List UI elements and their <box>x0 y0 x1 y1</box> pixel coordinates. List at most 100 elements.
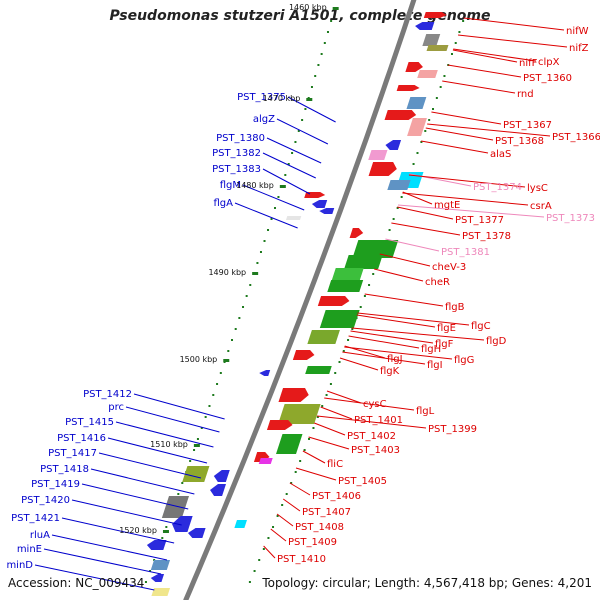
minor-tick <box>412 163 415 165</box>
gene-label: minE <box>17 544 42 555</box>
gene-label: PST_1402 <box>347 431 396 442</box>
gene-feature <box>344 255 383 269</box>
leader-line <box>262 168 311 195</box>
leader-line <box>324 397 415 411</box>
minor-tick <box>363 295 366 297</box>
minor-tick <box>249 284 252 286</box>
gene-label: prc <box>108 402 124 413</box>
gene-feature <box>311 200 328 208</box>
gene-feature <box>146 540 167 550</box>
leader-line <box>397 204 545 218</box>
gene-label: flgE <box>437 323 456 334</box>
minor-tick <box>181 482 184 484</box>
leader-line <box>402 192 529 206</box>
accession-text: Accession: NC_009434 <box>8 576 145 590</box>
gene-feature <box>352 240 399 258</box>
minor-tick <box>321 405 324 407</box>
minor-tick <box>299 460 302 462</box>
gene-feature <box>422 34 441 46</box>
feature-track <box>146 12 449 596</box>
kbp-label: 1500 kbp <box>180 355 218 364</box>
gene-feature <box>278 404 321 424</box>
leader-line <box>71 499 182 526</box>
leader-line <box>344 345 386 359</box>
gene-label: flgH <box>421 344 441 355</box>
minor-tick <box>368 284 371 286</box>
gene-label: PST_1410 <box>277 554 326 565</box>
leader-line <box>447 64 522 78</box>
gene-feature <box>151 588 171 596</box>
gene-label: nifF <box>519 58 538 69</box>
kbp-labels: 1460 kbp 1470 kbp 1480 kbp 1490 kbp 1500 kbp… <box>119 3 326 535</box>
gene-label: PST_1406 <box>312 491 361 502</box>
kbp-label: 1510 kbp <box>150 440 188 449</box>
leader-line <box>457 34 568 48</box>
gene-feature <box>407 118 427 136</box>
gene-label: cheV-3 <box>432 262 466 273</box>
minor-tick <box>330 20 333 22</box>
leader-line <box>276 118 329 145</box>
leader-line <box>61 517 175 544</box>
minor-tick <box>334 372 337 374</box>
minor-tick <box>285 493 288 495</box>
gene-feature <box>327 280 364 292</box>
gene-feature <box>406 97 427 109</box>
gene-feature <box>276 434 303 454</box>
minor-tick <box>262 548 265 550</box>
leader-line <box>408 174 526 188</box>
leader-line <box>348 335 420 349</box>
gene-label: PST_1373 <box>546 213 595 224</box>
minor-tick <box>320 53 323 55</box>
leader-line <box>374 268 424 282</box>
leader-line <box>379 253 431 267</box>
gene-label: PST_1412 <box>83 389 132 400</box>
gene-label: cheR <box>425 277 450 288</box>
minor-tick <box>291 152 294 154</box>
gene-feature <box>187 528 206 538</box>
leader-line <box>442 80 516 94</box>
gene-feature <box>426 45 449 51</box>
minor-tick <box>200 427 203 429</box>
gene-feature <box>331 268 364 280</box>
leader-line <box>295 467 337 481</box>
gene-label: PST_1409 <box>288 537 337 548</box>
minor-tick <box>238 317 241 319</box>
kbp-label: 1490 kbp <box>208 268 246 277</box>
gene-feature <box>396 85 420 91</box>
minor-tick <box>462 20 465 22</box>
kbp-label: 1460 kbp <box>289 3 327 12</box>
leader-line <box>234 202 298 229</box>
minor-tick <box>439 86 442 88</box>
leader-line <box>391 222 461 236</box>
gene-label: rnd <box>517 89 534 100</box>
gene-label: PST_1415 <box>65 417 114 428</box>
gene-label: PST_1375 <box>237 92 286 103</box>
gene-label: PST_1417 <box>48 448 97 459</box>
minor-tick <box>420 141 423 143</box>
minor-tick <box>231 339 234 341</box>
leader-line <box>344 346 453 360</box>
leader-line <box>463 17 565 31</box>
gene-label: PST_1401 <box>354 415 403 426</box>
gene-label: PST_1419 <box>31 479 80 490</box>
gene-feature <box>305 366 332 374</box>
leader-line <box>289 482 311 496</box>
gene-label: cysC <box>363 399 387 410</box>
minor-tick <box>317 64 320 66</box>
minor-tick <box>204 416 207 418</box>
gene-label: PST_1378 <box>462 231 511 242</box>
major-tick <box>252 272 259 275</box>
gene-label: clpX <box>538 57 560 68</box>
gene-label: PST_1403 <box>351 445 400 456</box>
gene-label: flgD <box>486 336 507 347</box>
leader-line <box>276 513 294 527</box>
gene-label: PST_1367 <box>503 120 552 131</box>
leader-line <box>43 548 162 575</box>
minor-tick <box>216 383 219 385</box>
gene-label: mgtE <box>434 200 460 211</box>
leader-line <box>356 314 436 328</box>
leader-line <box>125 406 220 433</box>
gene-label: flgL <box>416 406 435 417</box>
